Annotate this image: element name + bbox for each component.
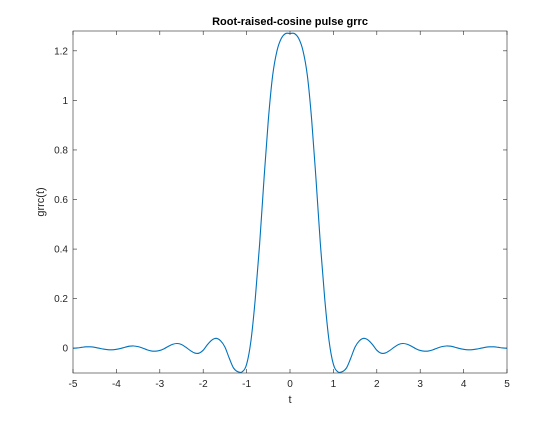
x-tick-label: -2: [199, 379, 208, 390]
x-tick-label: 1: [331, 379, 337, 390]
x-ticks: -5 -4 -3 -2 -1 0 1 2 3 4 5: [69, 31, 510, 390]
y-tick-label: 1: [62, 96, 68, 107]
series-line-grrc: [72, 32, 508, 374]
x-axis-label: t: [288, 394, 291, 406]
x-tick-label: 0: [287, 379, 293, 390]
x-tick-label: -4: [112, 379, 121, 390]
x-tick-label: -3: [155, 379, 164, 390]
chart-title: Root-raised-cosine pulse grrc: [212, 16, 368, 28]
y-axis-label: grrc(t): [35, 187, 47, 216]
y-tick-label: 0.6: [54, 195, 68, 206]
plot-area: [73, 31, 507, 373]
x-tick-label: 4: [461, 379, 467, 390]
axes-box: [72, 30, 508, 374]
x-tick-label: -1: [242, 379, 251, 390]
x-tick-label: -5: [69, 379, 78, 390]
x-tick-label: 2: [374, 379, 380, 390]
x-tick-label: 3: [417, 379, 423, 390]
y-tick-label: 1.2: [54, 46, 68, 57]
y-tick-label: 0.4: [54, 245, 68, 256]
y-tick-label: 0: [62, 344, 68, 355]
x-tick-label: 5: [504, 379, 510, 390]
y-tick-label: 0.2: [54, 294, 68, 305]
y-tick-label: 0.8: [54, 145, 68, 156]
